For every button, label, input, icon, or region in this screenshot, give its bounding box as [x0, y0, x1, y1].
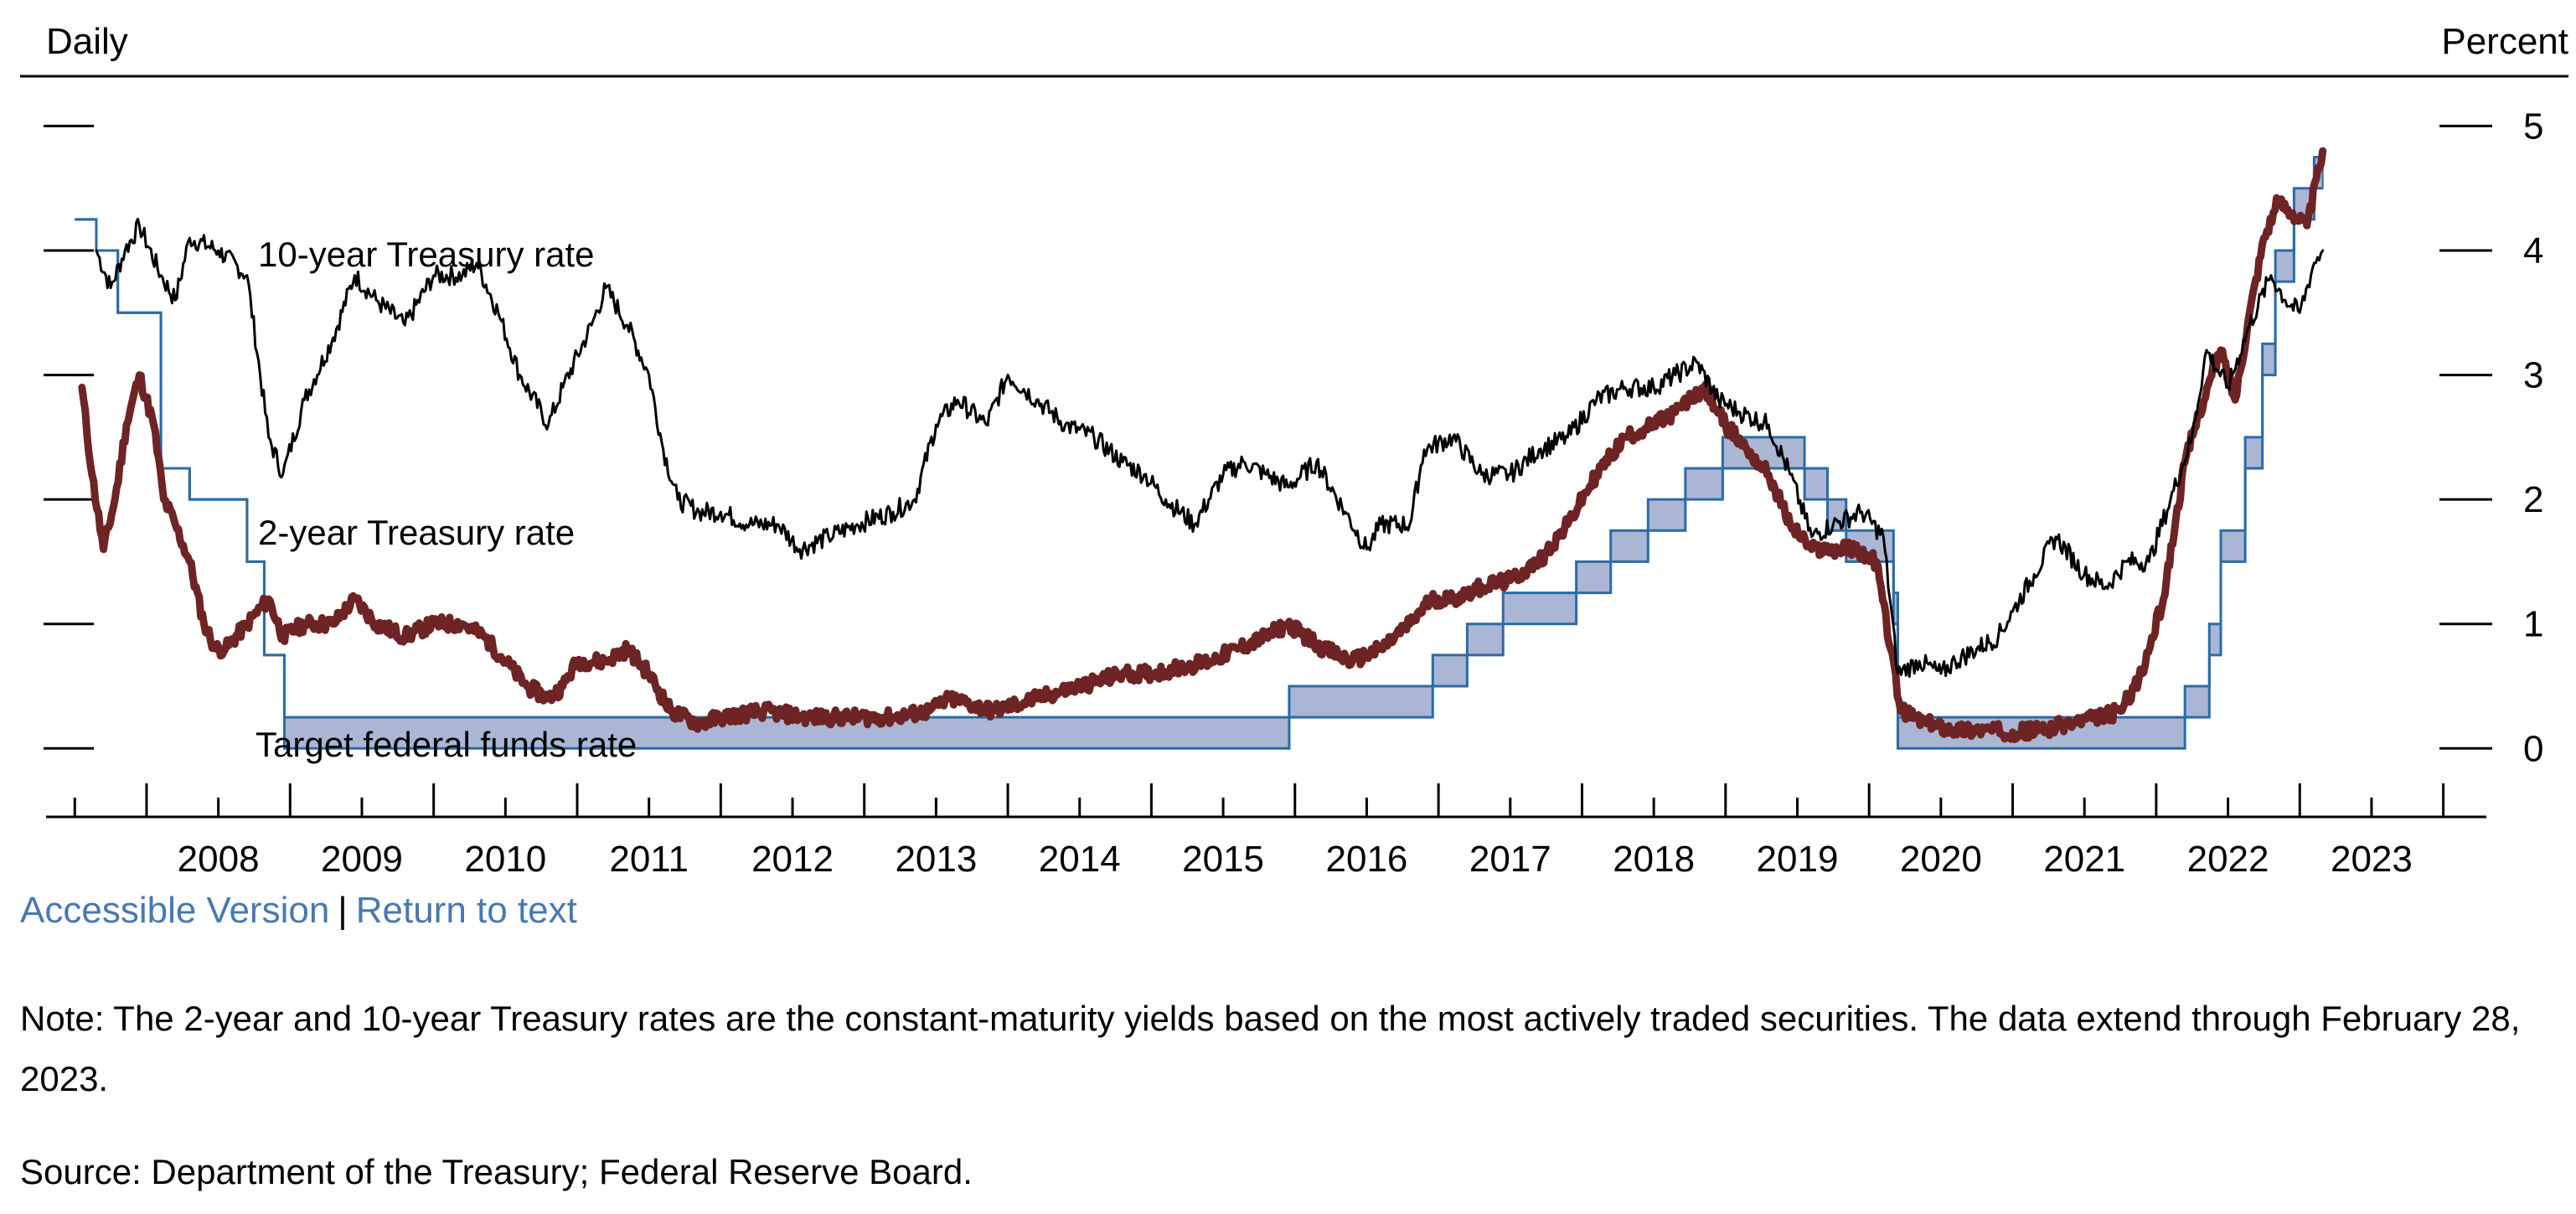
x-tick-label-2022: 2022	[2187, 839, 2269, 880]
label-fed-funds: Target federal funds rate	[256, 725, 637, 764]
links-row: Accessible Version | Return to text	[20, 890, 577, 932]
fed-funds-step	[1502, 592, 1577, 625]
fed-funds-step	[1647, 499, 1686, 532]
x-tick-labels: 2008 2009 2010 2011 2012 2013 2014 2015 2016 2017…	[178, 839, 2413, 880]
x-tick-label-2011: 2011	[609, 839, 689, 880]
fed-funds-step	[2208, 622, 2222, 656]
y-tick-label-0: 0	[2523, 728, 2543, 769]
x-tick-label-2020: 2020	[1900, 839, 1982, 880]
two-year-line	[78, 147, 2327, 743]
fed-funds-step	[2261, 343, 2277, 376]
chart-source: Source: Department of the Treasury; Fede…	[20, 1152, 973, 1191]
link-separator: |	[338, 890, 348, 931]
y-tick-label-1: 1	[2523, 604, 2543, 645]
rates-chart: Daily Percent 0 1 2 3 4 5 10-year Treasury ra…	[20, 21, 2568, 880]
x-tick-label-2018: 2018	[1613, 839, 1695, 880]
fed-funds-step	[1288, 685, 1434, 719]
x-tick-label-2015: 2015	[1182, 839, 1264, 880]
accessible-version-link[interactable]: Accessible Version	[20, 890, 330, 931]
fed-funds-step	[1609, 530, 1649, 563]
fed-funds-lower-line	[75, 187, 2323, 750]
y-tick-label-3: 3	[2523, 355, 2543, 396]
x-tick-label-2019: 2019	[1757, 839, 1839, 880]
fed-funds-step	[1804, 468, 1829, 501]
y-tick-labels: 0 1 2 3 4 5	[2523, 106, 2543, 769]
x-tick-label-2021: 2021	[2043, 839, 2125, 880]
frequency-label: Daily	[46, 21, 128, 62]
fed-funds-step	[1466, 622, 1505, 656]
y-ticks-left	[44, 124, 94, 750]
x-tick-label-2013: 2013	[895, 839, 977, 880]
fed-funds-step	[1432, 653, 1469, 687]
y-tick-label-2: 2	[2523, 479, 2543, 520]
y-tick-label-5: 5	[2523, 106, 2543, 147]
fed-funds-step	[2274, 250, 2295, 283]
label-2-year: 2-year Treasury rate	[258, 513, 575, 552]
x-tick-label-2009: 2009	[321, 839, 403, 880]
x-tick-label-2023: 2023	[2331, 839, 2413, 880]
return-to-text-link[interactable]: Return to text	[355, 890, 577, 931]
y-tick-label-4: 4	[2523, 230, 2543, 271]
fed-funds-step	[1575, 561, 1612, 594]
x-tick-label-2017: 2017	[1469, 839, 1551, 880]
x-ticks	[73, 783, 2445, 817]
x-tick-label-2014: 2014	[1039, 839, 1121, 880]
unit-label: Percent	[2441, 21, 2568, 62]
fed-funds-step	[2219, 530, 2247, 563]
ten-year-line	[95, 217, 2325, 679]
x-tick-label-2012: 2012	[751, 839, 834, 880]
x-tick-label-2008: 2008	[178, 839, 260, 880]
fed-funds-step	[2244, 436, 2264, 469]
x-tick-label-2016: 2016	[1326, 839, 1408, 880]
chart-note: Note: The 2-year and 10-year Treasury ra…	[20, 999, 2521, 1098]
y-ticks-right	[2439, 124, 2492, 750]
series-lines	[78, 147, 2327, 743]
x-tick-label-2010: 2010	[464, 839, 546, 880]
label-10-year: 10-year Treasury rate	[258, 235, 595, 274]
fed-funds-step	[2184, 685, 2211, 719]
fed-funds-step	[1684, 468, 1724, 501]
